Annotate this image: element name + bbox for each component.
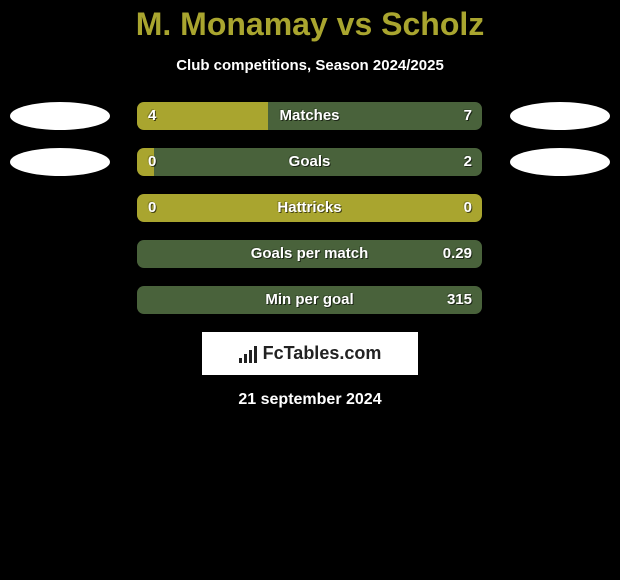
logo-box: FcTables.com [202,332,418,375]
player-left-ellipse-icon [10,102,110,130]
player-right-ellipse-icon [510,148,610,176]
metric-label: Goals [137,148,482,176]
logo-text: FcTables.com [263,343,382,364]
metrics-list: 47Matches 02Goals 00Hattricks 0.29Goals per… [0,102,620,314]
metric-label: Min per goal [137,286,482,314]
metric-row: 00Hattricks [0,194,620,222]
metric-label: Hattricks [137,194,482,222]
date: 21 september 2024 [238,391,381,409]
metric-label: Matches [137,102,482,130]
bar-chart-icon [239,345,257,363]
metric-row: 0.29Goals per match [0,240,620,268]
player-right-ellipse-icon [510,102,610,130]
metric-row: 47Matches [0,102,620,130]
metric-row: 02Goals [0,148,620,176]
subtitle: Club competitions, Season 2024/2025 [176,57,444,74]
metric-label: Goals per match [137,240,482,268]
player-left-ellipse-icon [10,148,110,176]
comparison-infographic: M. Monamay vs Scholz Club competitions, … [0,0,620,580]
logo: FcTables.com [239,343,382,364]
page-title: M. Monamay vs Scholz [136,6,485,43]
metric-row: 315Min per goal [0,286,620,314]
